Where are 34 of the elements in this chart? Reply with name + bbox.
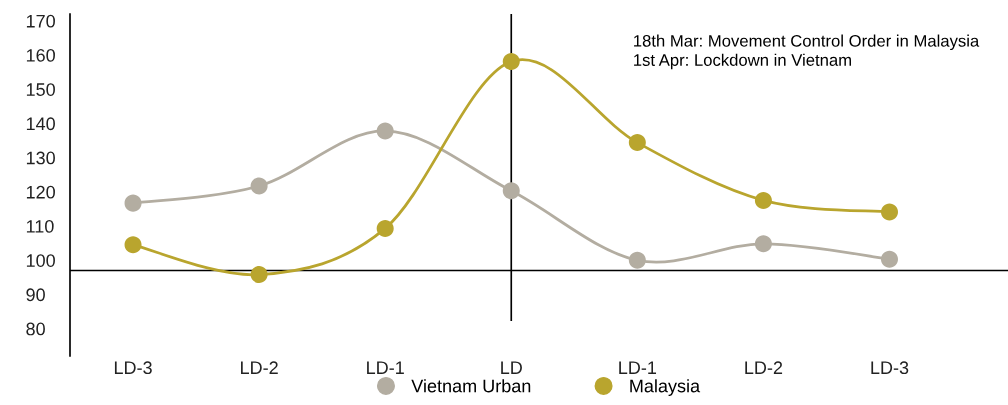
x-tick-label: LD-3 [871,361,909,375]
point [376,219,394,237]
point [124,194,142,212]
point [376,122,394,140]
legend-label: Malaysia [630,379,701,396]
x-tick-label: LD-2 [241,361,278,374]
y-tick-label: 170 [26,14,55,28]
x-tick-label: LD [501,361,522,374]
y-tick-label: 100 [26,254,55,267]
y-tick-label: 140 [26,117,55,131]
annotation: 18th Mar: Movement Control Order in Malaysia 1st Apr: Lockdown in Vietnam [634,34,980,70]
legend-label: Vietnam Urban [411,379,531,393]
point [502,53,520,71]
point [754,235,772,253]
y-tick-label: 130 [26,151,55,165]
y-tick-label: 160 [26,48,55,62]
point [124,236,142,254]
point [628,134,646,152]
y-tick-label: 110 [26,219,54,233]
x-tick-label: LD-3 [114,361,152,375]
x-tick-label: LD-2 [745,361,783,374]
y-tick-label: 150 [26,83,55,96]
point [250,177,268,195]
point [754,191,772,209]
point [880,203,898,221]
x-tick-label: LD-1 [367,361,404,374]
point [628,251,646,269]
y-tick-label: 80 [26,322,45,336]
y-tick-label: 120 [26,185,55,199]
point [250,266,268,284]
point [502,182,520,200]
y-tick-label: 90 [26,288,45,302]
point [880,250,898,268]
x-tick-label: LD-1 [619,361,657,374]
